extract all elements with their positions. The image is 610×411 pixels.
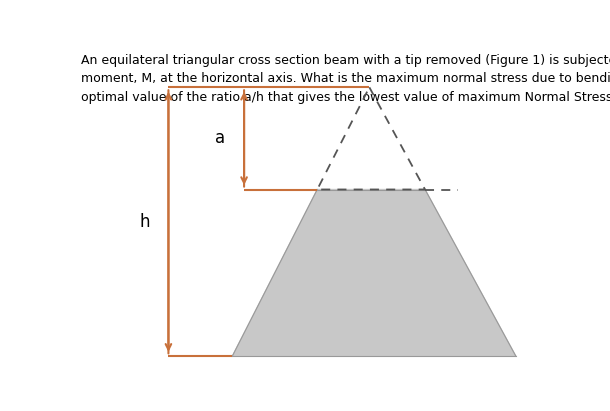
Text: optimal value of the ratio a/h that gives the lowest value of maximum Normal Str: optimal value of the ratio a/h that give… (81, 91, 610, 104)
Text: An equilateral triangular cross section beam with a tip removed (Figure 1) is su: An equilateral triangular cross section … (81, 54, 610, 67)
Text: moment, M, at the horizontal axis. What is the maximum normal stress due to bend: moment, M, at the horizontal axis. What … (81, 72, 610, 85)
Polygon shape (232, 189, 516, 356)
Text: h: h (140, 213, 150, 231)
Text: a: a (215, 129, 226, 148)
